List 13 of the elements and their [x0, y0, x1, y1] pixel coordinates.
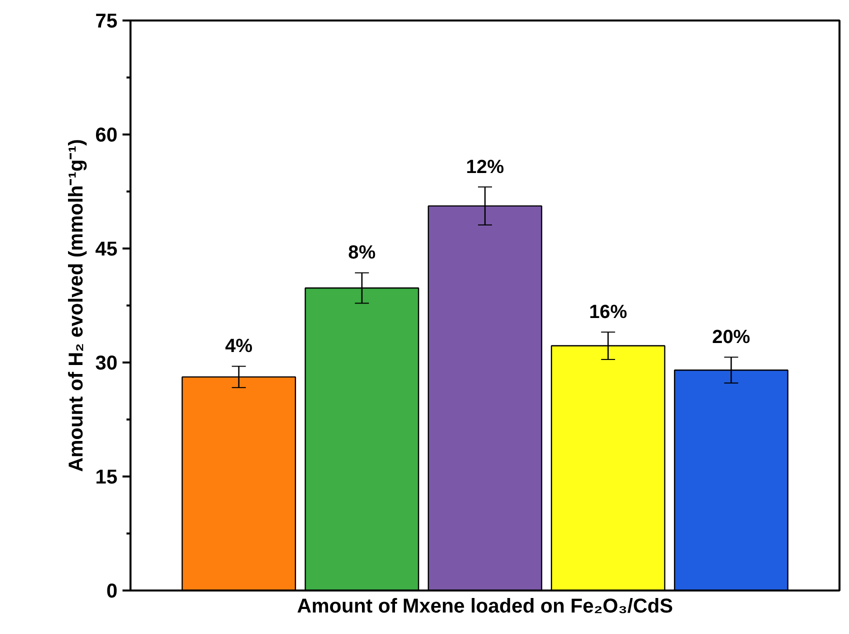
x-tick-label: 12% [466, 156, 504, 178]
y-tick-label: 15 [95, 466, 118, 488]
y-tick-label: 45 [95, 238, 118, 260]
y-tick-label: 0 [106, 580, 118, 602]
x-axis-title: Amount of Mxene loaded on Fe₂O₃/CdS [297, 596, 673, 618]
x-tick-label: 16% [589, 302, 628, 323]
y-axis-title: Amount of H₂ evolved (mmolh⁻¹g⁻¹) [65, 139, 88, 472]
x-tick-label: 4% [225, 336, 253, 358]
y-tick-label: 30 [95, 352, 118, 374]
y-tick-label: 75 [95, 10, 118, 32]
x-tick-label: 8% [348, 242, 376, 264]
y-tick-label: 60 [95, 124, 118, 146]
x-tick-label: 20% [712, 327, 750, 348]
